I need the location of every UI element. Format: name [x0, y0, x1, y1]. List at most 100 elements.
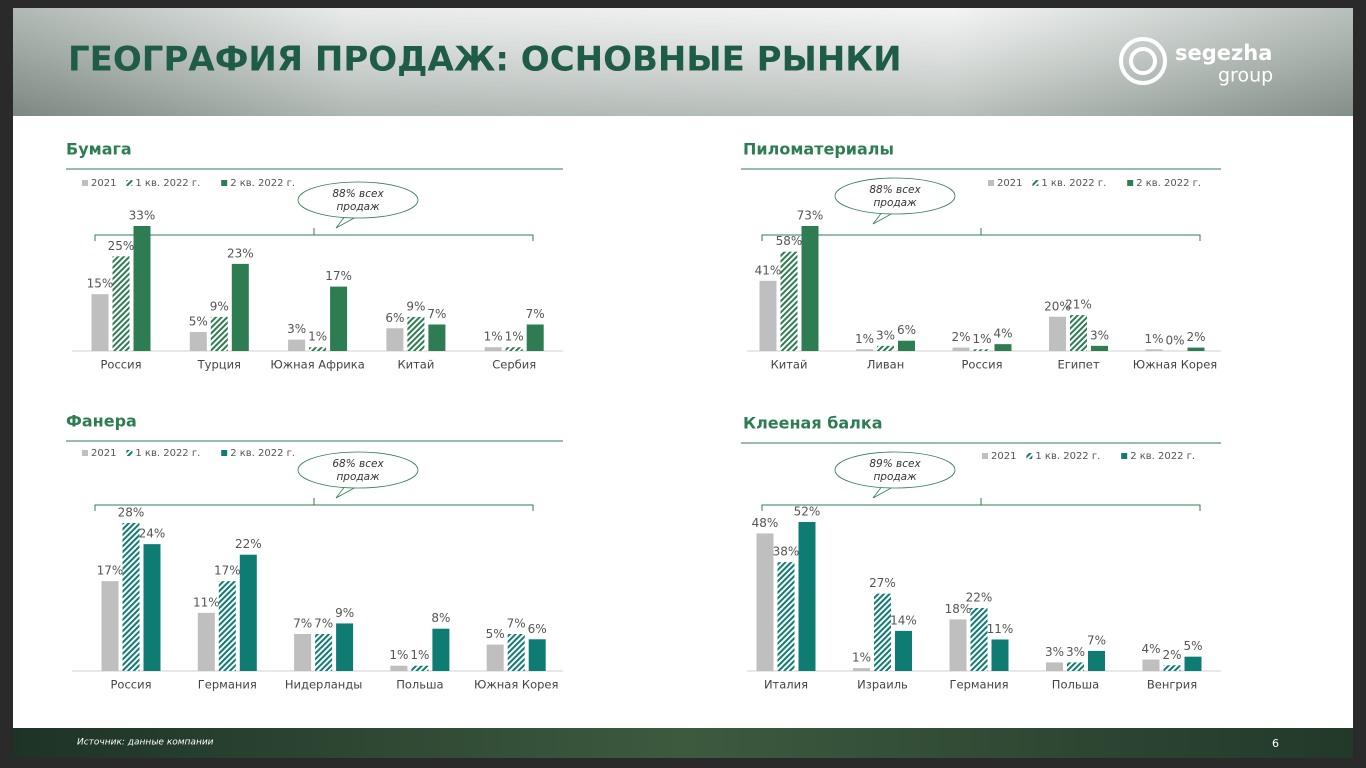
bar — [759, 280, 777, 351]
bar — [294, 634, 312, 671]
bar — [122, 523, 140, 671]
bar — [780, 251, 798, 351]
bar — [801, 226, 819, 351]
value-label: 52% — [794, 505, 821, 519]
logo: segezha group — [1119, 37, 1273, 87]
value-label: 9% — [406, 299, 425, 313]
bar — [991, 639, 1009, 671]
chart-title: Бумага — [66, 140, 132, 159]
bar — [330, 286, 348, 351]
value-label: 1% — [505, 330, 524, 344]
x-tick-label: Китай — [771, 358, 808, 372]
bar — [411, 665, 429, 671]
bar — [1046, 662, 1063, 671]
legend-swatch — [1121, 453, 1128, 459]
x-tick-label: Китай — [397, 358, 434, 372]
legend-label: 2021 — [997, 178, 1022, 189]
value-label: 3% — [1045, 645, 1064, 659]
value-label: 25% — [108, 239, 135, 253]
legend-swatch — [221, 180, 228, 186]
callout-text: 68% всех — [332, 458, 384, 470]
bar — [1142, 659, 1160, 671]
bar — [853, 668, 870, 671]
value-label: 17% — [97, 564, 124, 578]
legend-swatch — [82, 450, 88, 456]
legend-label: 2 кв. 2022 г. — [1136, 178, 1201, 189]
legend-label: 2 кв. 2022 г. — [1130, 451, 1195, 462]
bar — [239, 554, 257, 671]
x-tick-label: Германия — [198, 678, 257, 692]
callout — [297, 181, 419, 219]
bar — [143, 544, 161, 671]
bar — [288, 339, 306, 351]
x-tick-label: Германия — [949, 678, 1008, 692]
bracket — [94, 228, 534, 241]
legend-swatch — [126, 450, 133, 456]
value-label: 7% — [427, 307, 446, 321]
bar — [231, 263, 249, 351]
value-label: 9% — [210, 299, 229, 313]
chart-panel: Клееная балка 2021 1 кв. 2022 г. 2 кв. 2022… — [741, 414, 1221, 692]
value-label: 21% — [1065, 298, 1092, 312]
value-label: 24% — [139, 527, 166, 541]
x-tick-label: Россия — [110, 678, 151, 692]
chart-title: Клееная балка — [743, 414, 883, 433]
bar — [1145, 349, 1163, 351]
bar — [1184, 656, 1202, 671]
x-tick-label: Италия — [764, 678, 808, 692]
bar — [505, 347, 523, 351]
value-label: 1% — [410, 648, 429, 662]
bar — [1163, 665, 1181, 671]
bar — [197, 612, 215, 671]
callout — [297, 451, 419, 489]
legend-label: 2021 — [91, 448, 116, 459]
x-tick-label: Венгрия — [1147, 678, 1197, 692]
chart-panel: Фанера 2021 1 кв. 2022 г. 2 кв. 2022 г. 68% … — [66, 412, 563, 692]
bar — [874, 593, 891, 671]
legend-label: 2 кв. 2022 г. — [230, 178, 295, 189]
value-label: 6% — [528, 622, 547, 636]
callout-text: продаж — [336, 471, 380, 483]
bar — [756, 533, 774, 671]
value-label: 73% — [797, 209, 824, 223]
callout — [834, 177, 956, 215]
bar — [484, 347, 502, 351]
value-label: 1% — [852, 651, 871, 665]
bar — [112, 256, 130, 351]
bar — [528, 639, 546, 671]
value-label: 28% — [118, 506, 145, 520]
bar — [133, 226, 151, 351]
value-label: 22% — [966, 590, 993, 604]
slide-background — [13, 8, 1353, 758]
bar — [1049, 316, 1066, 351]
value-label: 3% — [1066, 645, 1085, 659]
logo-text: group — [1218, 65, 1273, 87]
legend-swatch — [1032, 180, 1039, 186]
bar — [798, 522, 816, 671]
value-label: 7% — [314, 617, 333, 631]
value-label: 58% — [776, 234, 803, 248]
value-label: 2% — [1162, 648, 1181, 662]
value-label: 22% — [235, 537, 262, 551]
x-tick-label: Сербия — [492, 358, 536, 372]
callout-text: 88% всех — [869, 184, 921, 196]
bar — [1070, 315, 1087, 351]
x-tick-label: Нидерланды — [285, 678, 362, 692]
bar — [432, 628, 450, 671]
value-label: 7% — [293, 617, 312, 631]
bar — [407, 316, 425, 351]
legend-label: 1 кв. 2022 г. — [135, 178, 200, 189]
value-label: 1% — [308, 330, 327, 344]
bar — [898, 340, 915, 351]
value-label: 23% — [227, 246, 254, 260]
legend-label: 1 кв. 2022 г. — [1041, 178, 1106, 189]
x-tick-label: Турция — [197, 358, 241, 372]
value-label: 8% — [431, 611, 450, 625]
chart-title: Фанера — [66, 412, 137, 431]
value-label: 5% — [189, 315, 208, 329]
chart-panel: Бумага 2021 1 кв. 2022 г. 2 кв. 2022 г. 88% … — [66, 140, 563, 372]
bar — [877, 345, 894, 351]
bar — [210, 316, 228, 351]
x-tick-label: Южная Корея — [1133, 358, 1217, 372]
bar — [189, 332, 207, 351]
